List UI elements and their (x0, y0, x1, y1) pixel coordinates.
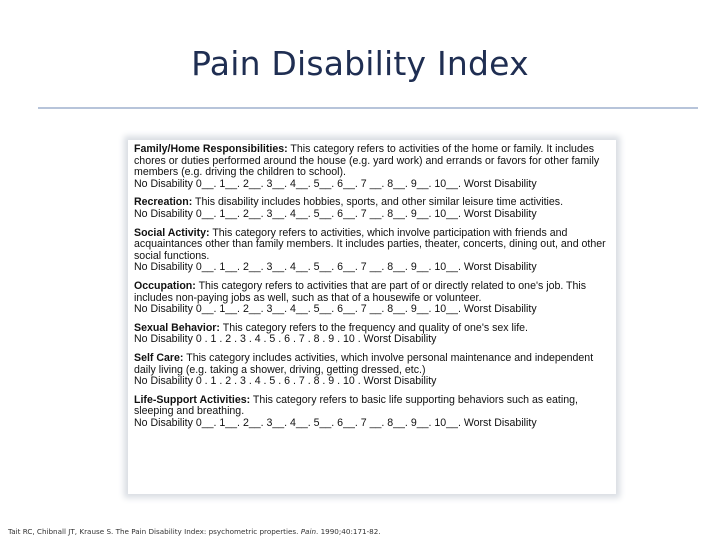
category-family-home: Family/Home Responsibilities: This categ… (134, 143, 612, 190)
category-text: This disability includes hobbies, sports… (192, 196, 564, 209)
citation-text: Tait RC, Chibnall JT, Krause S. The Pain… (8, 527, 301, 536)
category-occupation: Occupation: This category refers to acti… (134, 279, 612, 316)
category-text: This category refers to basic life suppo… (134, 393, 578, 418)
category-description: Sexual Behavior: This category refers to… (134, 321, 612, 335)
pdi-form-content: Family/Home Responsibilities: This categ… (134, 143, 612, 430)
category-title: Occupation: (134, 279, 196, 292)
category-self-care: Self Care: This category includes activi… (134, 351, 612, 388)
category-description: Life-Support Activities: This category r… (134, 393, 612, 418)
pdi-form-image: Family/Home Responsibilities: This categ… (128, 140, 616, 494)
category-description: Self Care: This category includes activi… (134, 351, 612, 376)
category-title: Life-Support Activities: (134, 393, 251, 406)
category-title: Sexual Behavior: (134, 321, 220, 334)
rating-scale: No Disability 0__. 1__. 2__. 3__. 4__. 5… (134, 177, 537, 190)
category-title: Self Care: (134, 351, 184, 364)
category-description: Recreation: This disability includes hob… (134, 197, 612, 209)
rating-scale: No Disability 0__. 1__. 2__. 3__. 4__. 5… (134, 303, 537, 316)
category-life-support: Life-Support Activities: This category r… (134, 393, 612, 430)
category-social-activity: Social Activity: This category refers to… (134, 226, 612, 274)
citation-journal: Pain (300, 527, 317, 536)
category-title: Family/Home Responsibilities: (134, 143, 288, 155)
category-recreation: Recreation: This disability includes hob… (134, 197, 612, 220)
citation-details: . 1990;40:171-82. (316, 527, 381, 536)
category-description: Family/Home Responsibilities: This categ… (134, 143, 612, 179)
title-divider (38, 107, 698, 109)
category-text: This category refers to the frequency an… (219, 321, 529, 334)
rating-scale: No Disability 0__. 1__. 2__. 3__. 4__. 5… (134, 261, 537, 274)
category-description: Occupation: This category refers to acti… (134, 279, 612, 304)
category-title: Social Activity: (134, 226, 210, 239)
rating-scale: No Disability 0 . 1 . 2 . 3 . 4 . 5 . 6 … (134, 375, 437, 388)
category-text: This category includes activities, which… (134, 351, 594, 376)
slide-title: Pain Disability Index (191, 44, 529, 83)
citation: Tait RC, Chibnall JT, Krause S. The Pain… (8, 527, 718, 536)
category-text: This category refers to activities, whic… (134, 226, 606, 262)
category-description: Social Activity: This category refers to… (134, 226, 612, 263)
category-title: Recreation: (134, 196, 193, 209)
rating-scale: No Disability 0__. 1__. 2__. 3__. 4__. 5… (134, 416, 537, 429)
category-text: This category refers to activities of th… (134, 143, 600, 179)
category-text: This category refers to activities that … (134, 279, 587, 304)
rating-scale: No Disability 0__. 1__. 2__. 3__. 4__. 5… (134, 207, 537, 220)
category-sexual-behavior: Sexual Behavior: This category refers to… (134, 321, 612, 346)
rating-scale: No Disability 0 . 1 . 2 . 3 . 4 . 5 . 6 … (134, 333, 437, 346)
